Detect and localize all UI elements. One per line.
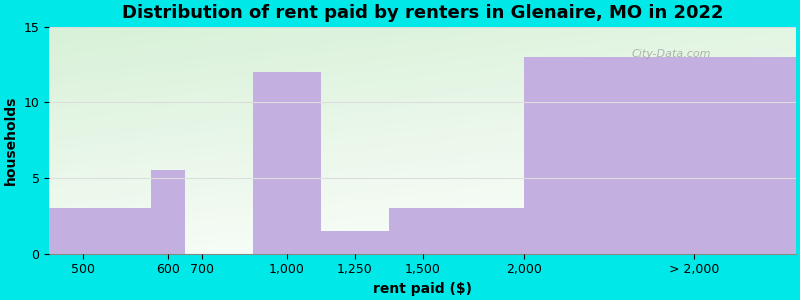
Y-axis label: households: households	[4, 95, 18, 185]
Text: City-Data.com: City-Data.com	[632, 49, 711, 59]
Bar	[389, 208, 524, 254]
Bar	[253, 72, 321, 254]
Bar	[321, 231, 389, 254]
Bar	[151, 170, 185, 254]
Bar	[50, 208, 151, 254]
Title: Distribution of rent paid by renters in Glenaire, MO in 2022: Distribution of rent paid by renters in …	[122, 4, 723, 22]
X-axis label: rent paid ($): rent paid ($)	[373, 282, 472, 296]
Bar	[524, 57, 796, 254]
